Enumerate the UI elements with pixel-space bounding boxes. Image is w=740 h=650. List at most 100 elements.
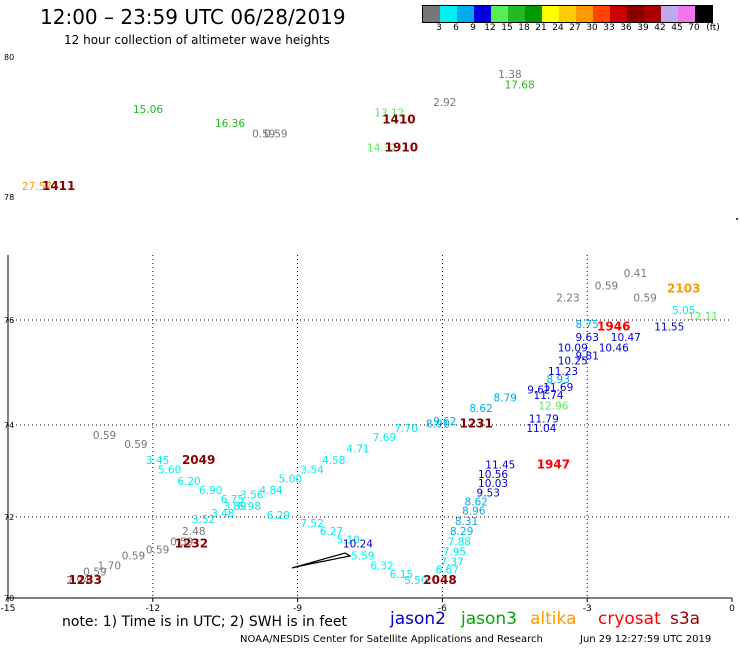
wave-height-label: 7.88 <box>448 536 471 548</box>
wave-height-label: 1.70 <box>98 561 121 573</box>
wave-height-label: 0.59 <box>93 430 116 442</box>
colorbar-label: 30 <box>586 23 598 33</box>
wave-height-label: 7.95 <box>443 546 466 558</box>
colorbar-label: (ft) <box>706 23 720 33</box>
wave-height-label: 4.71 <box>346 444 369 456</box>
wave-height-label: 8.62 <box>469 403 492 415</box>
satellite-jason3: jason3 <box>461 609 517 629</box>
wave-height-label: 6.75 <box>221 494 244 506</box>
pass-time-label: 1410 <box>382 113 415 127</box>
colorbar-swatch <box>491 6 508 22</box>
wave-height-label: 9.62 <box>527 385 550 397</box>
wave-height-label: 10.25 <box>558 356 588 368</box>
y-tick-label: 70 <box>4 594 14 603</box>
wave-height-label: 11.23 <box>548 366 578 378</box>
pass-time-label: 2103 <box>667 281 700 295</box>
wave-height-label: 10.24 <box>343 538 373 550</box>
colorbar-label: 24 <box>552 23 564 33</box>
wave-height-label: 10.47 <box>611 332 641 344</box>
x-tick-label: -12 <box>145 604 160 614</box>
wave-height-label: 10.46 <box>599 343 629 355</box>
x-tick-label: -15 <box>1 604 16 614</box>
x-tick-label: -9 <box>293 604 302 614</box>
wave-height-label: 27.57 <box>22 181 52 193</box>
colorbar-label: 27 <box>569 23 581 33</box>
colorbar-swatch <box>610 6 627 22</box>
colorbar-swatch <box>559 6 576 22</box>
wave-height-label: 16.36 <box>215 118 245 130</box>
wave-height-label: 5.00 <box>279 474 302 486</box>
y-tick-label: 76 <box>4 316 14 325</box>
wave-height-label: 1.38 <box>498 69 521 81</box>
wave-height-label: 0.59 <box>264 129 287 141</box>
colorbar-swatch <box>508 6 525 22</box>
coastline-shape <box>291 552 352 569</box>
colorbar-label: 70 <box>688 23 700 33</box>
colorbar-label: 45 <box>671 23 683 33</box>
colorbar-label: 6 <box>453 23 459 33</box>
wave-height-label: 4.84 <box>259 485 283 497</box>
wave-height-label: 11.55 <box>654 322 684 334</box>
wave-height-label: 7.70 <box>395 423 418 435</box>
wave-height-label: 8.31 <box>455 516 478 528</box>
pass-time-label: 2049 <box>182 453 215 467</box>
credit-text: NOAA/NESDIS Center for Satellite Applica… <box>240 634 543 645</box>
wave-height-label: 9.53 <box>477 487 500 499</box>
wave-height-label: 0.59 <box>83 567 106 579</box>
satellite-s3a: s3a <box>670 609 701 629</box>
colorbar <box>422 5 713 23</box>
wave-height-label: 3.52 <box>192 514 215 526</box>
x-tick-label: 0 <box>729 604 735 614</box>
pass-time-label: 1910 <box>385 141 418 155</box>
y-tick-label: 74 <box>4 421 14 430</box>
wave-height-label: 0.59 <box>122 551 145 563</box>
pass-time-label: 1232 <box>175 536 208 550</box>
wave-height-label: 3.89 <box>223 501 246 513</box>
colorbar-label: 3 <box>436 23 442 33</box>
wave-height-label: 15.06 <box>133 104 163 116</box>
satellite-cryosat: cryosat <box>598 609 661 629</box>
colorbar-labels: 3 6 9 12 15 18 21 24 27 30 33 36 39 42 45 70 (ft) <box>422 23 740 34</box>
wave-height-label: 10.09 <box>558 343 588 355</box>
wave-height-label: 9.62 <box>433 416 456 428</box>
y-tick-label: 78 <box>4 193 14 202</box>
colorbar-swatch <box>576 6 593 22</box>
wave-height-label: 17.68 <box>505 80 535 92</box>
wave-height-label: 11.79 <box>529 413 559 425</box>
pass-time-label: 1231 <box>459 416 492 430</box>
wave-height-label: 0.59 <box>146 544 169 556</box>
wave-height-label: 5.50 <box>404 575 427 587</box>
colorbar-swatch <box>457 6 474 22</box>
wave-height-label: 2.23 <box>556 293 579 305</box>
wave-height-label: 6.90 <box>199 485 222 497</box>
wave-height-label: 3.48 <box>211 508 234 520</box>
wave-height-label: 8.29 <box>450 526 473 538</box>
wave-height-label: 10.56 <box>478 469 508 481</box>
y-tick-label: 80 <box>4 53 14 62</box>
wave-height-label: 6.29 <box>267 510 290 522</box>
colorbar-swatch <box>440 6 457 22</box>
colorbar-swatch <box>423 6 440 22</box>
footer-note: note: 1) Time is in UTC; 2) SWH is in fe… <box>62 614 348 630</box>
page-title: 12:00 – 23:59 UTC 06/28/2019 <box>40 5 346 29</box>
colorbar-label: 12 <box>484 23 496 33</box>
wave-height-label: 8.93 <box>547 374 570 386</box>
colorbar-label: 33 <box>603 23 615 33</box>
wave-height-label: 6.20 <box>177 476 200 488</box>
wave-height-label: 2.48 <box>182 526 205 538</box>
colorbar-label: 9 <box>470 23 476 33</box>
colorbar-label: 21 <box>535 23 547 33</box>
colorbar-swatch <box>542 6 559 22</box>
wave-height-label: 11.45 <box>485 460 515 472</box>
wave-height-label: 0.59 <box>252 129 275 141</box>
wave-height-label: 10.03 <box>478 478 508 490</box>
wave-height-label: 7.37 <box>440 557 463 569</box>
wave-height-label: 8.62 <box>464 497 487 509</box>
colorbar-swatch <box>644 6 661 22</box>
wave-height-label: 2.94 <box>66 575 90 587</box>
wave-height-label: 5.59 <box>351 551 374 563</box>
wave-height-label: 0.59 <box>124 439 147 451</box>
wave-height-label: 6.32 <box>370 561 393 573</box>
wave-height-label: 11.74 <box>534 390 564 402</box>
